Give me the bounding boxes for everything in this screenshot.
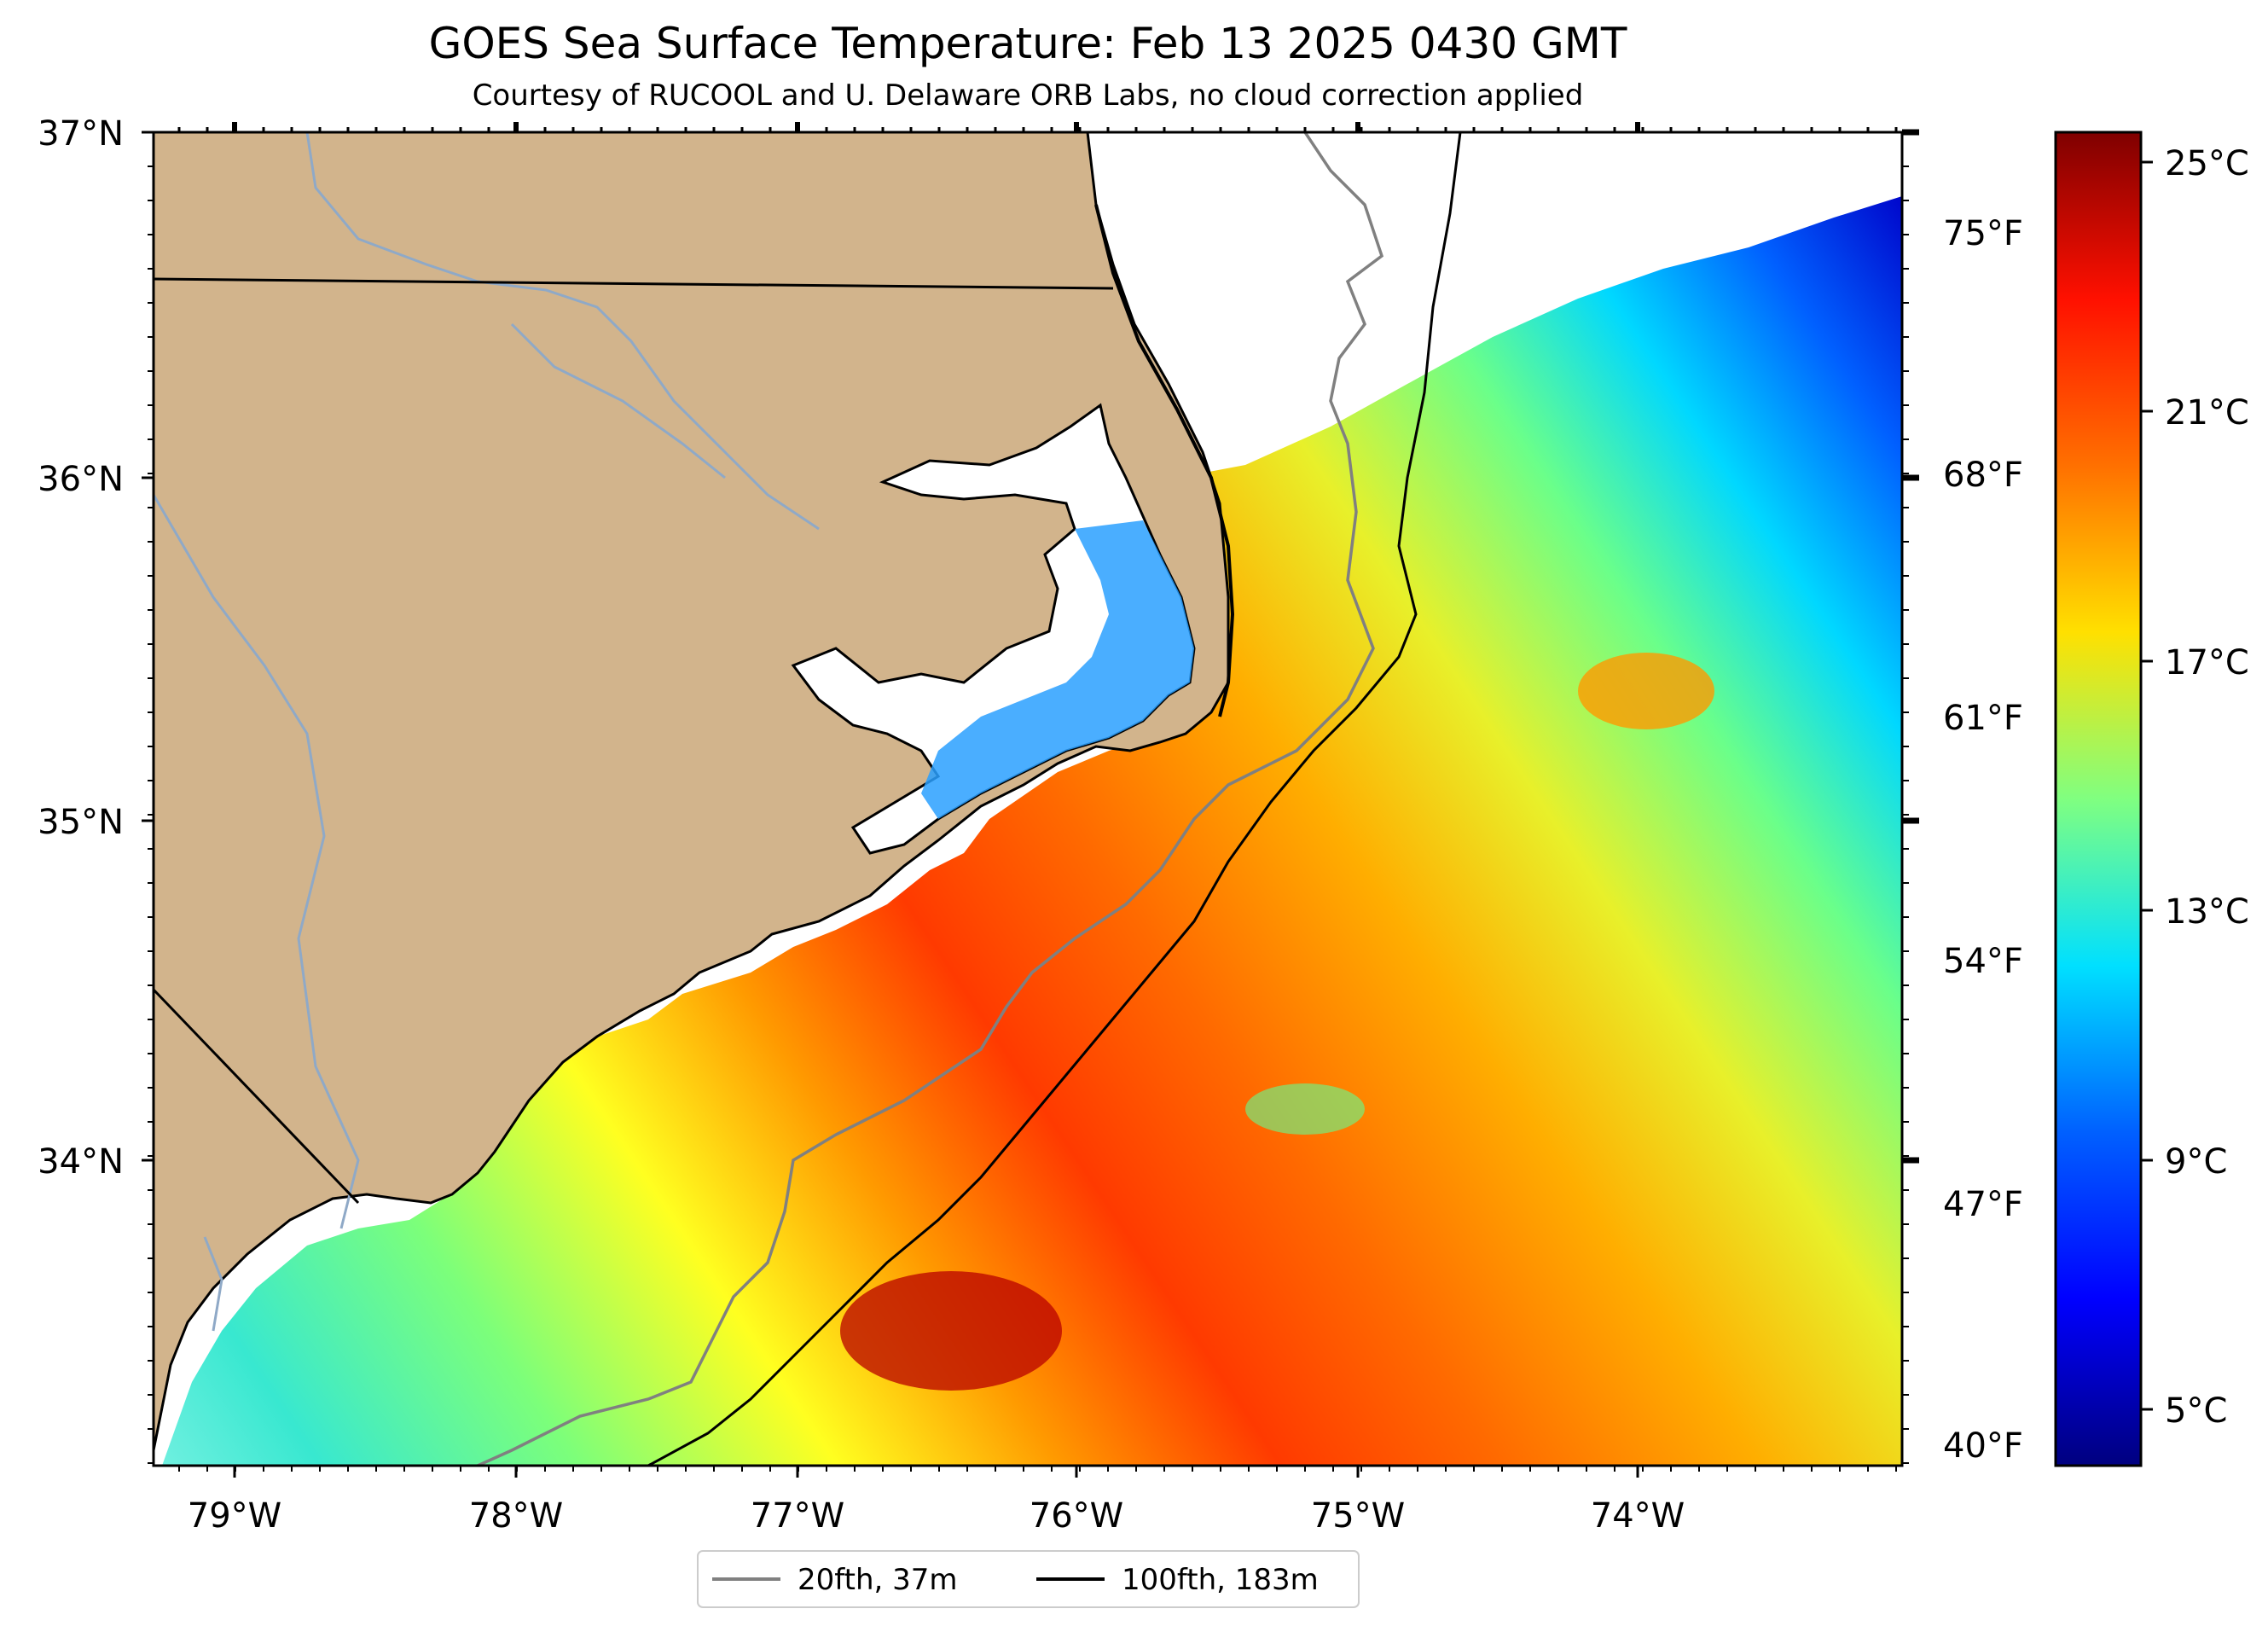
colorbar-label: 9°C [2165,1142,2227,1182]
colorbar-label: 25°C [2165,144,2249,183]
rivers [154,132,820,1332]
fahrenheit-label: 40°F [1943,1426,2023,1466]
cool-spot [1245,1083,1365,1135]
outer-banks [1094,204,1235,717]
lat-label: 35°N [38,803,124,842]
colorbar-gradient [2054,131,2143,1467]
fahrenheit-axis: 75°F 68°F 61°F 54°F 47°F 40°F [1943,214,2023,1466]
lon-label: 75°W [1311,1496,1405,1536]
colorbar-labels: 25°C 21°C 17°C 13°C 9°C 5°C [2165,144,2249,1431]
contour-100fth [647,132,1462,1466]
warm-core [840,1271,1062,1391]
contour-20fth [477,132,1384,1466]
fahrenheit-label: 68°F [1943,456,2023,495]
lat-label: 34°N [38,1142,124,1182]
lon-label: 79°W [188,1496,281,1536]
lat-labels: 37°N 36°N 35°N 34°N [38,114,124,1182]
sound-sst [921,520,1194,819]
lon-label: 78°W [469,1496,563,1536]
lon-labels: 79°W 78°W 77°W 76°W 75°W 74°W [188,1496,1685,1536]
lon-label: 74°W [1591,1496,1685,1536]
colorbar: 25°C 21°C 17°C 13°C 9°C 5°C [2054,131,2249,1467]
legend-label-20fth: 20fth, 37m [798,1563,958,1597]
chart-title: GOES Sea Surface Temperature: Feb 13 202… [429,19,1627,68]
lon-label: 77°W [751,1496,844,1536]
map-ticks [142,122,1919,1478]
colorbar-label: 5°C [2165,1391,2227,1431]
colorbar-label: 13°C [2165,892,2249,932]
colorbar-label: 21°C [2165,393,2249,433]
legend-label-100fth: 100fth, 183m [1122,1563,1319,1597]
fahrenheit-label: 75°F [1943,214,2023,253]
legend: 20fth, 37m 100fth, 183m [697,1550,1360,1608]
colorbar-label: 17°C [2165,643,2249,682]
fahrenheit-label: 61°F [1943,699,2023,738]
chart-subtitle: Courtesy of RUCOOL and U. Delaware ORB L… [473,78,1584,113]
fahrenheit-label: 47°F [1943,1185,2023,1224]
lon-label: 76°W [1030,1496,1123,1536]
lat-label: 37°N [38,114,124,154]
state-borders [154,277,1114,1205]
colorbar-ticks [2141,160,2153,1411]
fahrenheit-label: 54°F [1943,942,2023,981]
legend-box [697,1550,1360,1608]
map-frame [152,131,1904,1467]
lat-label: 36°N [38,460,124,499]
map-area [154,132,1902,1466]
warm-spot [1578,653,1714,729]
sst-field [162,196,1902,1466]
